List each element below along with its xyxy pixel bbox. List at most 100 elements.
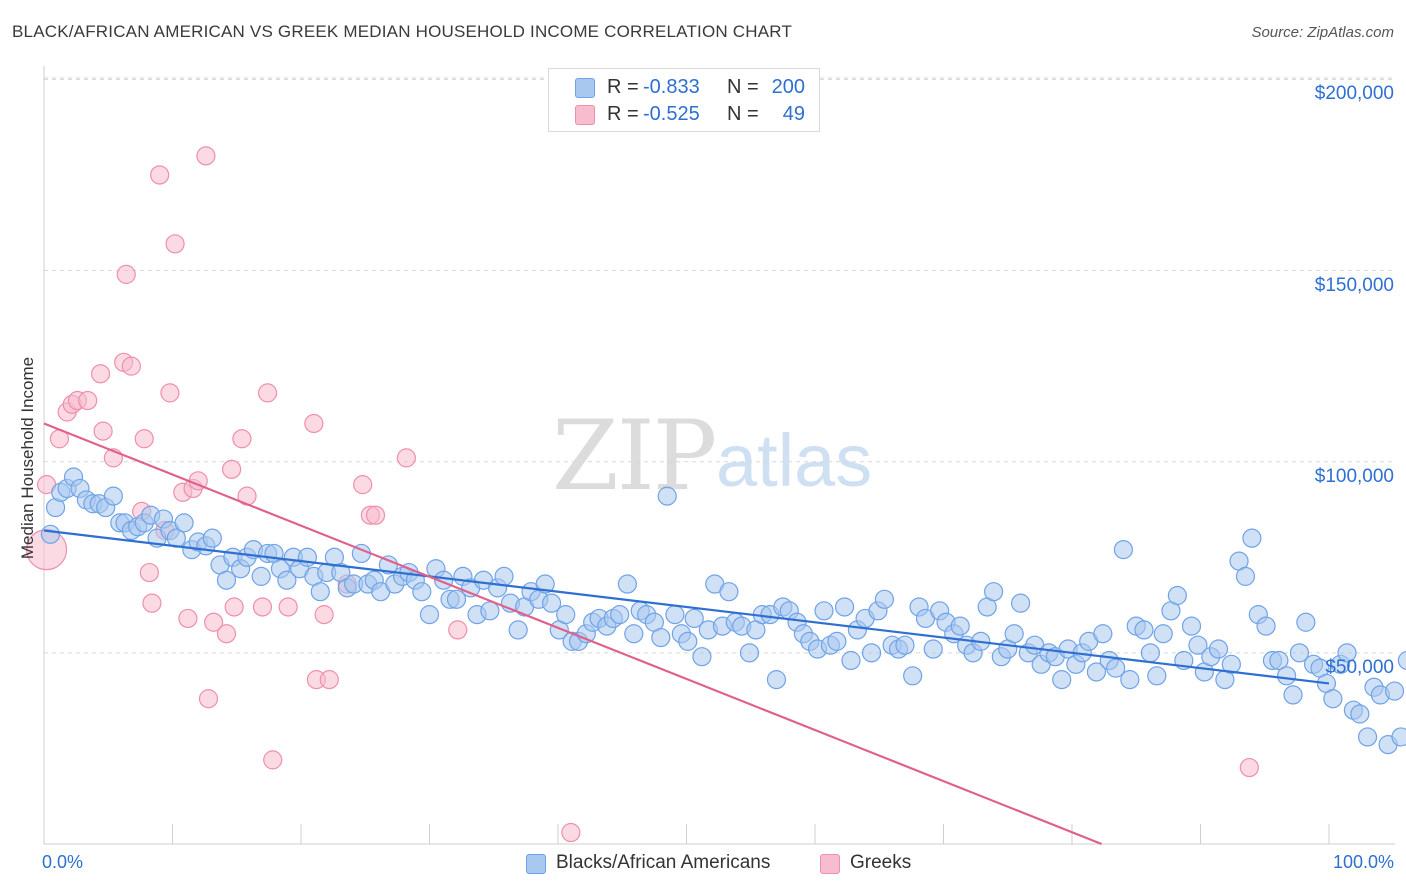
blacks-point <box>814 601 834 621</box>
greeks-point <box>222 459 242 479</box>
legend-swatch-pink <box>575 105 595 125</box>
blacks-point <box>1113 540 1134 560</box>
stats-legend: R = -0.833 N = 200 R = -0.525 N = 49 <box>548 68 820 132</box>
axes <box>43 66 1395 845</box>
blacks-point <box>719 582 739 602</box>
blacks-point <box>412 582 432 602</box>
series-greeks <box>25 146 1259 843</box>
n-label: N = <box>727 76 759 98</box>
blacks-point <box>1188 635 1208 655</box>
greeks-point <box>93 421 113 441</box>
greeks-point <box>224 597 244 617</box>
blacks-point <box>1093 624 1113 644</box>
greeks-point <box>353 475 373 495</box>
greeks-point <box>252 597 273 617</box>
blacks-point <box>251 566 271 586</box>
blacks-point <box>657 486 677 506</box>
blacks-point <box>895 635 915 655</box>
trend-line-blacks <box>43 529 1330 685</box>
blacks-point <box>216 570 237 590</box>
watermark-atlas: atlas <box>716 419 873 502</box>
greeks-point <box>396 448 416 468</box>
blacks-point <box>1269 650 1289 671</box>
blacks-point <box>494 566 514 586</box>
blacks-point <box>1391 727 1406 747</box>
n-label: N = <box>727 103 759 125</box>
series-legend: Blacks/African Americans Greeks <box>0 852 1406 876</box>
greeks-point <box>1239 757 1259 778</box>
greeks-point <box>78 390 98 411</box>
blacks-point <box>1147 666 1167 686</box>
source-label: Source: ZipAtlas.com <box>1251 24 1394 41</box>
blacks-point <box>1242 528 1262 548</box>
blacks-point <box>1235 566 1256 586</box>
greeks-point <box>160 383 180 403</box>
greeks-point <box>142 593 162 613</box>
greeks-point <box>165 234 185 254</box>
legend-swatch-pink <box>820 854 840 874</box>
watermark-zip: ZIP <box>552 400 717 512</box>
blacks-point <box>541 593 562 613</box>
blacks-point <box>1010 593 1031 613</box>
blacks-point <box>1323 689 1343 709</box>
x-tick-label-max: 100.0% <box>1332 852 1394 872</box>
blacks-point <box>1350 704 1370 724</box>
greeks-point <box>314 605 334 625</box>
y-tick-label: $50,000 <box>1325 656 1394 678</box>
blacks-point <box>277 570 297 590</box>
greeks-point <box>134 429 154 449</box>
stats-row-blacks: R = -0.833 N = 200 <box>549 74 819 100</box>
greeks-point <box>198 689 219 709</box>
y-tick-label: $100,000 <box>1314 465 1394 487</box>
blacks-point <box>1153 624 1173 644</box>
blacks-point <box>202 528 222 548</box>
blacks-point <box>446 589 467 609</box>
greeks-point <box>263 750 283 770</box>
legend-swatch-blue <box>575 78 595 98</box>
r-value: -0.833 <box>643 76 700 98</box>
blacks-point <box>984 582 1004 602</box>
blacks-point <box>610 605 630 625</box>
blacks-point <box>1052 670 1072 690</box>
blacks-point <box>1384 681 1405 701</box>
blacks-point <box>1296 612 1316 632</box>
stats-row-greeks: R = -0.525 N = 49 <box>549 101 819 127</box>
legend-label: Greeks <box>850 852 912 873</box>
blacks-point <box>1397 650 1406 670</box>
blacks-point <box>1181 616 1202 636</box>
x-tick-label-min: 0.0% <box>42 852 84 872</box>
greeks-point <box>319 670 339 690</box>
blacks-point <box>1289 643 1310 663</box>
blacks-point <box>739 643 760 663</box>
greeks-point <box>178 608 198 629</box>
blacks-point <box>1208 639 1229 659</box>
blacks-point <box>480 601 500 621</box>
y-tick-label: $200,000 <box>1314 83 1394 105</box>
greeks-point <box>561 822 581 843</box>
chart-title: BLACK/AFRICAN AMERICAN VS GREEK MEDIAN H… <box>12 22 793 41</box>
trend-line-greeks <box>43 422 1102 846</box>
legend-swatch-blue <box>526 854 546 874</box>
greeks-point <box>304 413 324 434</box>
r-label: R = <box>607 103 639 125</box>
blacks-point <box>624 624 644 644</box>
blacks-point <box>923 639 943 659</box>
blacks-point <box>1357 727 1378 747</box>
blacks-point <box>174 513 194 533</box>
n-value: 200 <box>771 76 805 98</box>
greeks-point <box>121 356 141 376</box>
greeks-point <box>196 146 216 166</box>
blacks-point <box>861 643 882 663</box>
blacks-point <box>903 666 923 686</box>
blacks-point <box>841 650 861 671</box>
blacks-point <box>1134 620 1154 640</box>
blacks-point <box>651 627 671 648</box>
blacks-point <box>1086 662 1107 682</box>
r-label: R = <box>607 76 639 98</box>
greeks-point <box>204 612 224 632</box>
blacks-point <box>692 647 712 667</box>
greeks-point <box>365 505 386 525</box>
blacks-point <box>1256 616 1276 636</box>
blacks-point <box>103 486 123 506</box>
